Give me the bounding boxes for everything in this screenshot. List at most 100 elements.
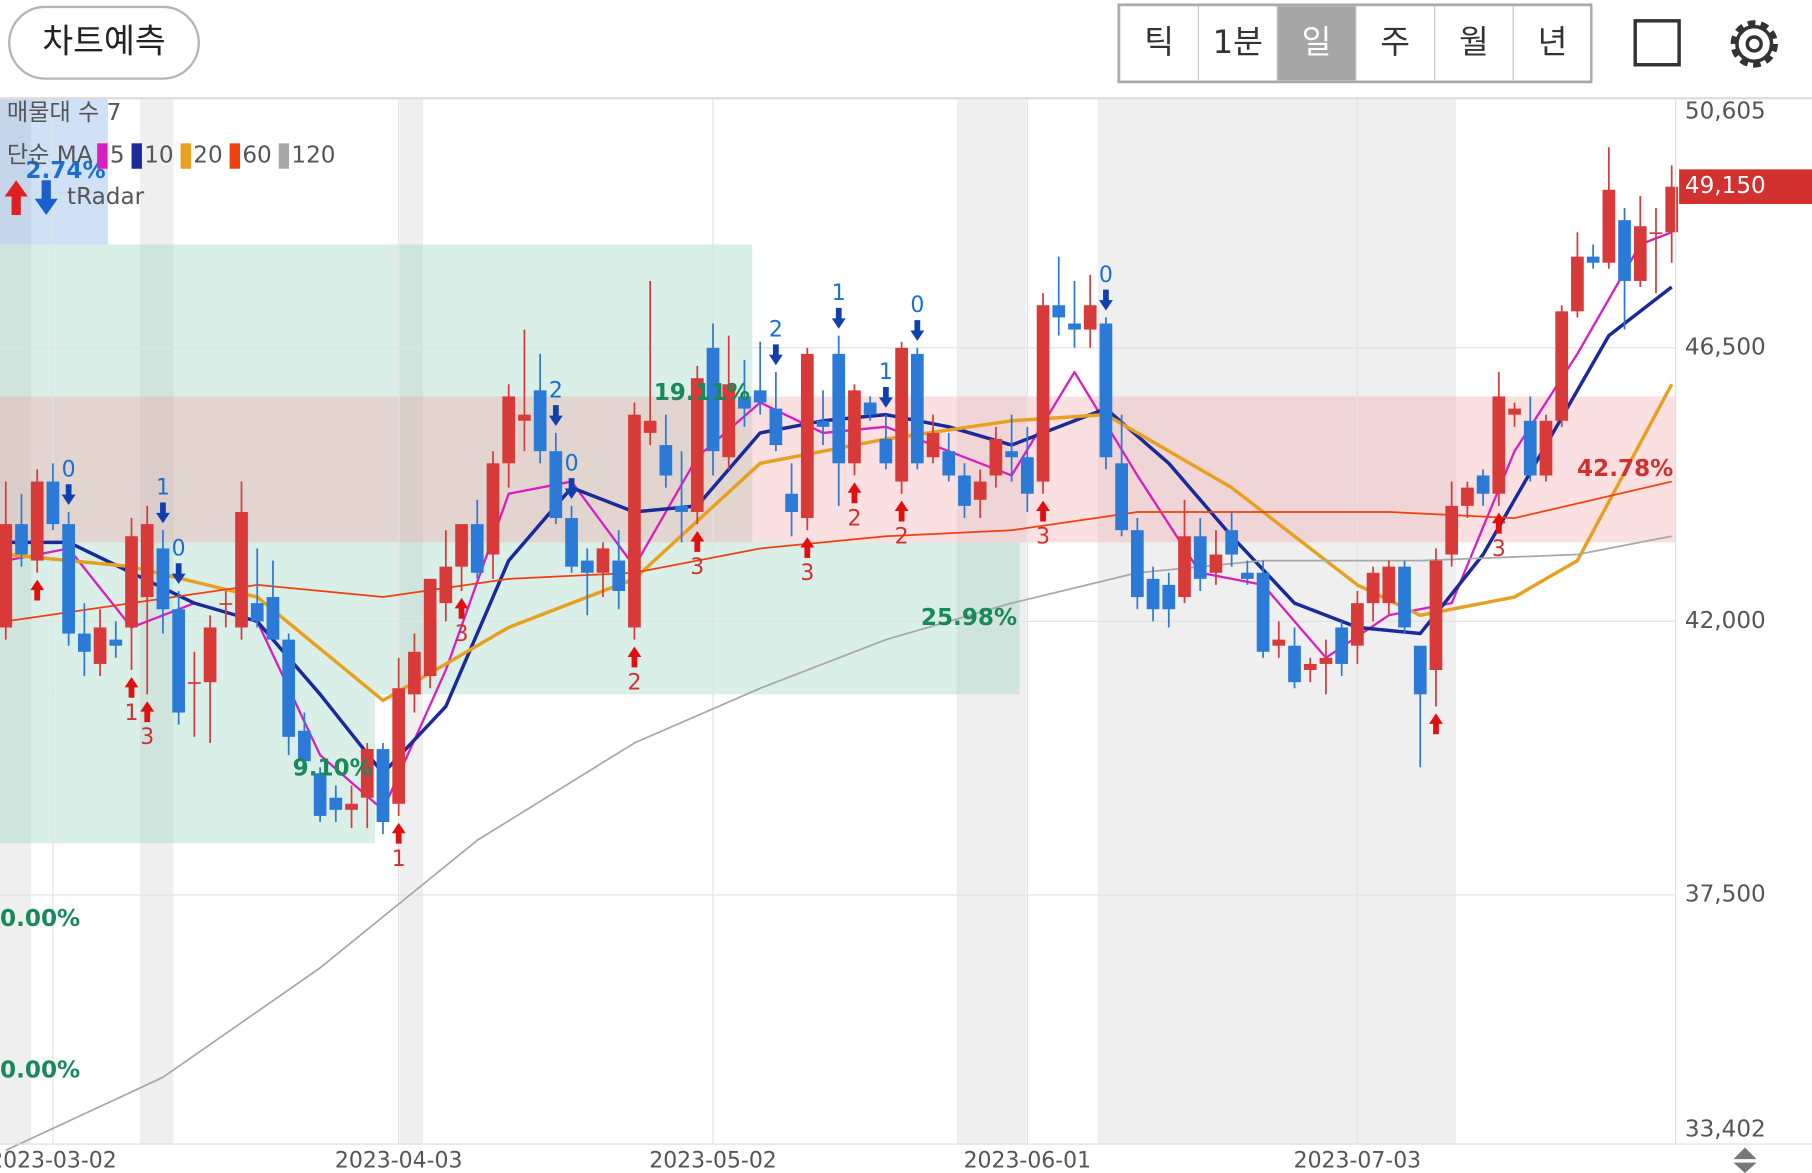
candle-body	[675, 505, 688, 512]
predict-button-label[interactable]: 차트예측	[42, 21, 165, 60]
candle-body	[942, 451, 956, 476]
candle-body	[1052, 305, 1066, 318]
candle-body	[1429, 560, 1443, 671]
buy-signal	[690, 531, 705, 552]
buy-signal-label: 2	[627, 671, 641, 696]
candle-body	[1099, 323, 1113, 458]
candle-body	[958, 475, 971, 506]
tabs-border	[1117, 3, 1593, 84]
settings-button[interactable]	[1730, 20, 1778, 68]
candle-body	[1241, 572, 1254, 579]
fullscreen-button[interactable]	[1633, 19, 1681, 67]
candle-body	[785, 493, 798, 512]
ma-legend-swatch	[97, 143, 108, 169]
annotations: 2.74% 19.11% 42.78% 25.98% 9.10% 0.00% 0.00%	[0, 158, 1673, 1084]
current-price-tag	[1679, 169, 1812, 205]
buy-signal	[627, 646, 642, 668]
ma-legend-entry: 10	[144, 143, 173, 169]
buy-signal	[1491, 512, 1506, 534]
candle-body	[565, 518, 578, 567]
sell-signal-label: 0	[565, 451, 579, 476]
candle-body	[596, 548, 610, 573]
volume-zone	[0, 244, 753, 543]
gear-teeth	[1730, 20, 1778, 68]
ma-legend-label: 단순 MA	[7, 143, 93, 169]
candle-body	[360, 749, 374, 798]
candle-body	[266, 597, 280, 640]
candle-body	[1508, 408, 1521, 415]
ma-line	[5, 383, 1674, 703]
ma-legend-swatch	[229, 143, 241, 169]
radar-up-icon	[4, 180, 28, 215]
sell-signal	[878, 386, 893, 408]
tab[interactable]	[1119, 5, 1200, 82]
y-tick-label: 42,000	[1685, 608, 1766, 634]
candle-body	[46, 481, 60, 525]
candle-body	[533, 390, 547, 452]
candle-body	[329, 797, 343, 810]
tab[interactable]	[1512, 5, 1593, 82]
buy-signal-label: 3	[455, 622, 469, 647]
buy-signal	[454, 597, 469, 619]
candle-body	[1366, 572, 1380, 604]
zone-label: 42.78%	[1577, 456, 1673, 482]
candle-body	[1068, 323, 1081, 330]
candle-body	[250, 603, 264, 622]
volume-zone	[0, 542, 1020, 695]
tab[interactable]	[1276, 5, 1357, 82]
x-tick-label: 2023-07-03	[1294, 1148, 1422, 1173]
buy-signal-label: 2	[895, 525, 909, 550]
buy-signal-label: 3	[1492, 537, 1506, 562]
tab-label[interactable]: 틱	[1144, 23, 1174, 61]
axes: 50,605 46,500 42,000 37,500 33,402 2023-03-02…	[0, 99, 1812, 1173]
candle-body	[376, 749, 390, 822]
candle-body	[1571, 256, 1584, 312]
candle-body	[800, 353, 814, 519]
tab[interactable]	[1433, 5, 1514, 82]
sell-signal-label: 0	[1099, 263, 1113, 288]
volume-zone	[0, 98, 108, 245]
candle-body	[282, 639, 296, 737]
ma-line	[5, 535, 1672, 1152]
candle-body	[848, 390, 861, 464]
buy-signal-label: 2	[847, 506, 861, 531]
candle-body	[549, 451, 563, 519]
ma-legend-swatch	[131, 143, 142, 169]
candle-body	[1586, 256, 1600, 263]
candle-body	[1036, 305, 1050, 482]
level-label: 0.00%	[0, 906, 80, 932]
tab-label[interactable]: 월	[1459, 23, 1489, 61]
buy-signal	[140, 701, 155, 723]
candle-body	[753, 390, 767, 403]
tab[interactable]	[1197, 5, 1278, 82]
candle-body	[30, 481, 44, 561]
candle-body	[15, 524, 28, 555]
tab-label[interactable]: 일	[1302, 23, 1332, 61]
buy-signal	[124, 676, 139, 698]
candle-body	[722, 384, 736, 458]
tab-label[interactable]: 1분	[1213, 23, 1263, 61]
sell-signal	[564, 478, 579, 499]
candle-body	[1461, 487, 1474, 506]
buy-signal	[894, 500, 909, 522]
buy-signal	[800, 537, 815, 558]
buy-signal-label: 3	[800, 561, 814, 586]
candle-body	[439, 566, 453, 604]
candle-body	[973, 481, 987, 500]
y-tick-label: 37,500	[1685, 881, 1766, 907]
tab-label[interactable]: 주	[1380, 23, 1410, 61]
x-tick-label: 2023-03-02	[0, 1148, 117, 1173]
candle-body	[1178, 536, 1191, 598]
candle-body	[1618, 220, 1631, 281]
candle-body	[1209, 554, 1223, 573]
scroll-handle[interactable]	[1733, 1147, 1757, 1173]
candle-body	[926, 432, 940, 458]
y-tick-label: 50,605	[1685, 99, 1766, 125]
sell-signal	[156, 502, 170, 524]
tab-label[interactable]: 년	[1538, 23, 1568, 61]
candle-body	[1083, 305, 1097, 330]
candle-body	[863, 402, 877, 415]
header: 차트예측 틱 1분 일 주 월 년	[0, 0, 1812, 100]
predict-button[interactable]	[8, 5, 200, 80]
